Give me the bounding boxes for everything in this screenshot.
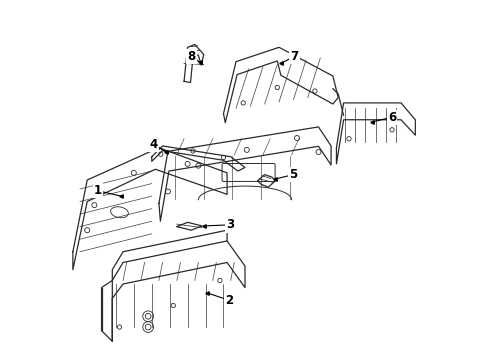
Text: 2: 2 bbox=[225, 294, 233, 307]
Text: 6: 6 bbox=[388, 111, 396, 124]
Text: 1: 1 bbox=[94, 184, 102, 197]
Text: 8: 8 bbox=[187, 50, 196, 63]
Text: 3: 3 bbox=[226, 218, 235, 231]
Text: 5: 5 bbox=[289, 168, 297, 181]
Text: 7: 7 bbox=[291, 50, 298, 63]
Text: 4: 4 bbox=[149, 138, 158, 150]
